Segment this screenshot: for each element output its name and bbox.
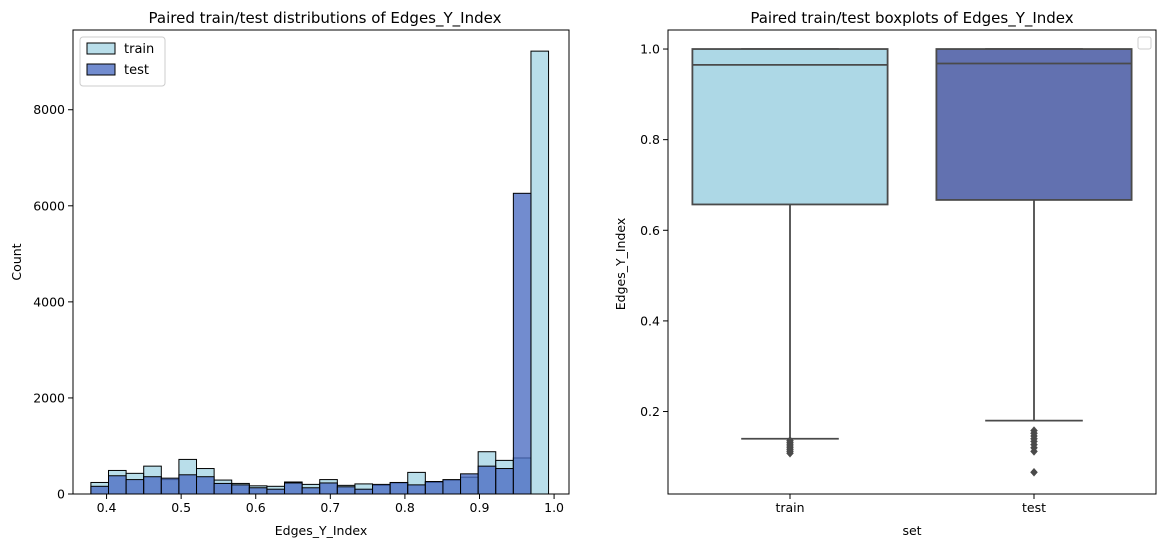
histogram-legend: train test (79, 36, 166, 87)
x-tick-label: test (1022, 500, 1046, 515)
box-train (691, 48, 889, 458)
boxplot-x-label: set (902, 523, 921, 538)
histogram-title: Paired train/test distributions of Edges… (149, 9, 502, 28)
boxplot-y-label: Edges_Y_Index (613, 218, 628, 311)
x-tick-label: 1.0 (544, 500, 564, 515)
x-tick-label: 0.5 (171, 500, 191, 515)
test-bar (424, 481, 444, 495)
x-tick-label: 0.6 (246, 500, 266, 515)
test-bar (125, 479, 145, 495)
train-bars (90, 50, 550, 495)
boxplot-marks (691, 48, 1133, 477)
test-bar (196, 476, 215, 495)
test-bar (231, 484, 250, 495)
x-tick-label: 0.4 (97, 500, 117, 515)
test-bar (407, 484, 426, 495)
x-tick-label: 0.7 (320, 500, 340, 515)
test-bar (213, 482, 233, 495)
y-tick-label: 6000 (33, 198, 65, 213)
test-bar (460, 473, 479, 495)
y-tick-label: 0.8 (640, 132, 660, 147)
legend-label-train: train (124, 42, 154, 57)
test-bar (319, 482, 338, 495)
test-bar (266, 488, 286, 495)
legend-swatch-test (86, 63, 116, 76)
test-bar (372, 483, 391, 495)
boxplot-y-ticks: 0.2 0.4 0.6 0.8 1.0 (640, 42, 668, 419)
test-bar (284, 482, 303, 495)
test-bar (248, 487, 268, 495)
legend-swatch-train (86, 42, 116, 55)
test-bar (336, 486, 356, 495)
test-bars (90, 192, 532, 495)
outlier-point (1030, 467, 1038, 477)
x-tick-label: train (775, 500, 804, 515)
histogram-x-label: Edges_Y_Index (275, 523, 368, 538)
histogram-y-label: Count (9, 243, 24, 280)
histogram-axes-frame (72, 29, 570, 495)
test-bar (90, 485, 110, 495)
y-tick-label: 8000 (33, 102, 65, 117)
outlier-point (1030, 447, 1038, 456)
test-bar (301, 487, 321, 495)
x-tick-label: 0.9 (470, 500, 490, 515)
test-bar (495, 468, 514, 495)
legend-label-test: test (124, 63, 149, 78)
y-tick-label: 1.0 (640, 42, 660, 57)
box-test (935, 48, 1133, 477)
y-tick-label: 4000 (33, 294, 65, 309)
test-bar (389, 481, 409, 495)
iqr-box (935, 48, 1133, 201)
boxplot-panel: Paired train/test boxplots of Edges_Y_In… (613, 9, 1157, 538)
test-bar (512, 192, 532, 495)
y-tick-label: 2000 (33, 390, 65, 405)
boxplot-title: Paired train/test boxplots of Edges_Y_In… (750, 9, 1073, 28)
histogram-panel: Paired train/test distributions of Edges… (9, 9, 570, 538)
test-bar (442, 479, 462, 495)
outlier-point (786, 448, 794, 458)
test-bar (108, 475, 127, 495)
train-bar (530, 50, 550, 495)
histogram-x-ticks: 0.4 0.5 0.6 0.7 0.8 0.9 1.0 (97, 494, 564, 515)
test-bar (160, 477, 180, 495)
x-tick-label: 0.8 (395, 500, 415, 515)
y-tick-label: 0.2 (640, 404, 660, 419)
iqr-box (691, 48, 889, 206)
y-tick-label: 0 (57, 487, 65, 502)
test-bar (354, 488, 374, 495)
boxplot-axes-frame (667, 29, 1157, 495)
test-bar (143, 476, 162, 495)
test-bar (477, 465, 497, 495)
boxplot-legend-empty (1137, 36, 1152, 50)
histogram-y-ticks: 0 2000 4000 6000 8000 (33, 102, 73, 502)
boxplot-x-ticks: train test (775, 494, 1046, 515)
y-tick-label: 0.6 (640, 223, 660, 238)
test-bar (178, 474, 198, 495)
y-tick-label: 0.4 (640, 313, 660, 328)
